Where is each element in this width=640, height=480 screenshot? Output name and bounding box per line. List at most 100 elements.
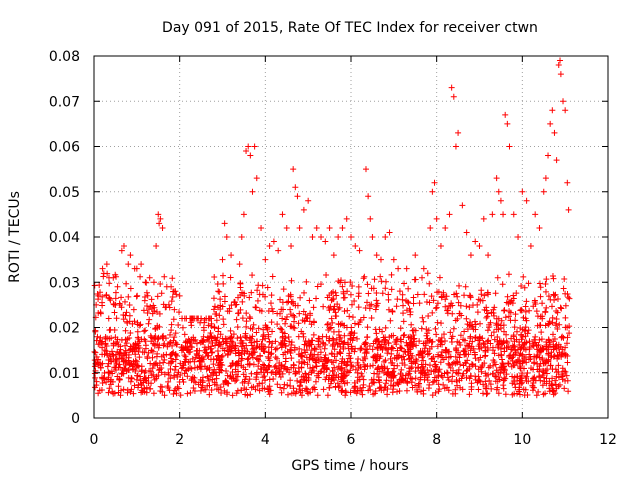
data-point (95, 361, 102, 368)
data-point (159, 335, 166, 342)
data-point (115, 383, 122, 390)
data-point (536, 374, 543, 381)
data-point (425, 327, 432, 334)
data-point (331, 372, 338, 379)
data-point (219, 352, 226, 359)
data-point (343, 362, 350, 369)
data-point (407, 344, 414, 351)
data-point (364, 281, 371, 288)
data-point (404, 342, 411, 349)
data-point (295, 351, 302, 358)
data-point (562, 302, 569, 309)
data-point (516, 352, 523, 359)
data-point (431, 358, 438, 365)
data-point (125, 374, 132, 381)
data-point (517, 307, 524, 314)
data-point (217, 366, 224, 373)
data-point (148, 296, 155, 303)
data-point (92, 349, 99, 356)
data-point (277, 384, 284, 391)
data-point (386, 229, 393, 236)
data-point (390, 345, 397, 352)
data-point (376, 379, 383, 386)
data-point (157, 387, 164, 394)
data-point (99, 265, 106, 272)
data-point (537, 322, 544, 329)
data-point (153, 375, 160, 382)
data-point (476, 377, 483, 384)
data-point (413, 386, 420, 393)
data-point (308, 341, 315, 348)
data-point (97, 310, 104, 317)
data-point (92, 327, 99, 334)
data-point (227, 373, 234, 380)
data-point (423, 298, 430, 305)
data-point (522, 303, 529, 310)
data-point (467, 333, 474, 340)
data-point (91, 348, 98, 355)
data-point (543, 304, 550, 311)
data-point (177, 360, 184, 367)
data-point (335, 234, 342, 240)
data-point (300, 206, 307, 213)
data-point (290, 166, 297, 173)
data-point (410, 331, 417, 338)
data-point (479, 297, 486, 304)
data-point (217, 296, 224, 303)
data-point (174, 383, 181, 390)
data-point (538, 336, 545, 343)
x-tick-label: 2 (175, 432, 184, 448)
data-point (227, 274, 234, 281)
data-point (524, 369, 531, 376)
data-point (377, 256, 384, 263)
data-point (144, 292, 151, 299)
data-point (165, 384, 172, 391)
data-point (502, 391, 509, 398)
data-point (244, 392, 251, 399)
data-point (292, 390, 299, 397)
data-point (406, 370, 413, 377)
data-point (259, 346, 266, 353)
data-point (259, 380, 266, 387)
data-point (436, 274, 443, 281)
data-point (315, 357, 322, 364)
data-point (498, 364, 505, 371)
data-point (120, 370, 127, 377)
data-point (362, 305, 369, 312)
data-point (123, 357, 130, 364)
data-point (380, 387, 387, 394)
data-point (482, 370, 489, 377)
data-point (462, 283, 469, 290)
data-point (170, 391, 177, 398)
data-point (221, 387, 228, 394)
data-point (280, 351, 287, 358)
data-point (371, 390, 378, 397)
data-point (558, 305, 565, 312)
data-point (519, 351, 526, 358)
data-point (433, 331, 440, 338)
data-point (542, 175, 549, 182)
data-point (157, 215, 164, 222)
y-tick-label: 0.04 (49, 230, 80, 246)
data-point (462, 351, 469, 358)
data-point (175, 369, 182, 376)
data-point (391, 362, 398, 369)
data-point (457, 351, 464, 358)
data-point (430, 297, 437, 304)
data-point (126, 360, 133, 367)
data-point (412, 360, 419, 367)
data-point (490, 312, 497, 319)
data-point (238, 234, 245, 240)
data-point (454, 358, 461, 365)
data-point (375, 344, 382, 351)
data-point (385, 339, 392, 346)
data-point (123, 309, 130, 316)
data-point (165, 371, 172, 378)
data-point (310, 304, 317, 311)
data-point (141, 349, 148, 356)
data-point (201, 363, 208, 370)
data-point (344, 361, 351, 368)
data-point (279, 315, 286, 322)
data-point (361, 361, 368, 368)
